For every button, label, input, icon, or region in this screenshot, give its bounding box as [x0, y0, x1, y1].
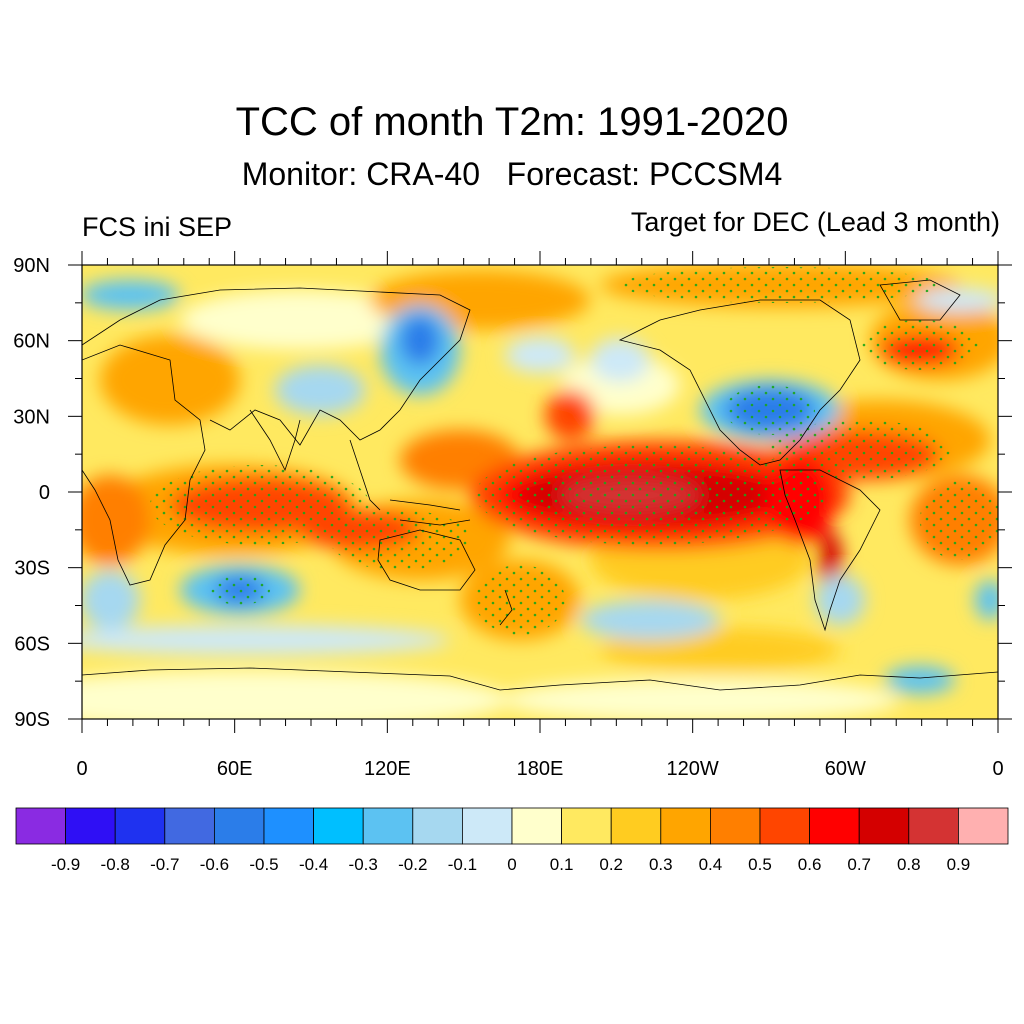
map-title: TCC of month T2m: 1991-2020 [235, 100, 789, 144]
colorbar-label: -0.7 [150, 855, 179, 874]
colorbar-swatch [263, 807, 314, 845]
colorbar-label: -0.8 [101, 855, 130, 874]
lon-label: 180E [517, 758, 564, 780]
colorbar-label: -0.6 [200, 855, 229, 874]
lat-label: 30S [14, 558, 50, 580]
colorbar-label: -0.1 [448, 855, 477, 874]
lat-label: 90N [13, 255, 50, 277]
colorbar-swatch [362, 807, 414, 845]
colorbar-label: 0.8 [897, 855, 921, 874]
colorbar-swatch [660, 807, 711, 845]
init-label: FCS ini SEP [82, 212, 233, 242]
lat-label: 90S [14, 709, 50, 731]
latitude-labels: 90N 60N 30N 0 30S 60S 90S [13, 255, 50, 731]
map-subtitle: Monitor: CRA-40 Forecast: PCCSM4 [241, 156, 783, 192]
lon-label: 60W [825, 758, 866, 780]
colorbar-swatch [858, 807, 910, 845]
colorbar-label: 0.5 [748, 855, 772, 874]
significance-stipple [150, 267, 998, 635]
colorbar-label: 0 [507, 855, 516, 874]
coastlines [82, 279, 998, 691]
colorbar-swatch [164, 807, 215, 845]
target-label: Target for DEC (Lead 3 month) [630, 207, 1000, 237]
colorbar-label: 0.1 [550, 855, 574, 874]
colorbar-swatch [610, 807, 662, 845]
colorbar-label: 0.9 [947, 855, 971, 874]
colorbar [15, 807, 1009, 845]
colorbar-label: 0.3 [649, 855, 673, 874]
lon-label: 0 [992, 758, 1003, 780]
colorbar-swatch [511, 807, 562, 845]
correlation-field [82, 265, 998, 719]
lat-label: 60N [13, 331, 50, 353]
colorbar-labels: -0.9 -0.8 -0.7 -0.6 -0.5 -0.4 -0.3 -0.2 -0.1 0 0.1… [51, 855, 970, 874]
colorbar-label: 0.2 [599, 855, 623, 874]
lon-label: 120W [667, 758, 719, 780]
lon-label: 0 [76, 758, 87, 780]
lon-label: 60E [217, 758, 253, 780]
colorbar-swatch [313, 807, 364, 845]
colorbar-label: -0.5 [249, 855, 278, 874]
colorbar-swatch [908, 807, 959, 845]
colorbar-label: -0.3 [349, 855, 378, 874]
colorbar-label: 0.4 [699, 855, 723, 874]
colorbar-swatch [809, 807, 860, 845]
colorbar-swatch [759, 807, 810, 845]
colorbar-label: 0.6 [798, 855, 822, 874]
lat-label: 60S [14, 633, 50, 655]
colorbar-swatch [461, 807, 513, 845]
lon-label: 120E [364, 758, 411, 780]
colorbar-swatch [710, 807, 761, 845]
colorbar-label: -0.9 [51, 855, 80, 874]
axis-ticks [68, 251, 1012, 733]
colorbar-swatch [412, 807, 463, 845]
lat-label: 0 [39, 482, 50, 504]
colorbar-swatch [958, 807, 1009, 845]
colorbar-swatch [65, 807, 116, 845]
colorbar-swatch [213, 807, 265, 845]
colorbar-swatch [15, 807, 66, 845]
longitude-labels: 0 60E 120E 180E 120W 60W 0 [76, 758, 1003, 780]
colorbar-swatch [114, 807, 166, 845]
colorbar-swatch [561, 807, 612, 845]
colorbar-label: 0.7 [847, 855, 871, 874]
lat-label: 30N [13, 406, 50, 428]
colorbar-label: -0.2 [398, 855, 427, 874]
colorbar-label: -0.4 [299, 855, 328, 874]
